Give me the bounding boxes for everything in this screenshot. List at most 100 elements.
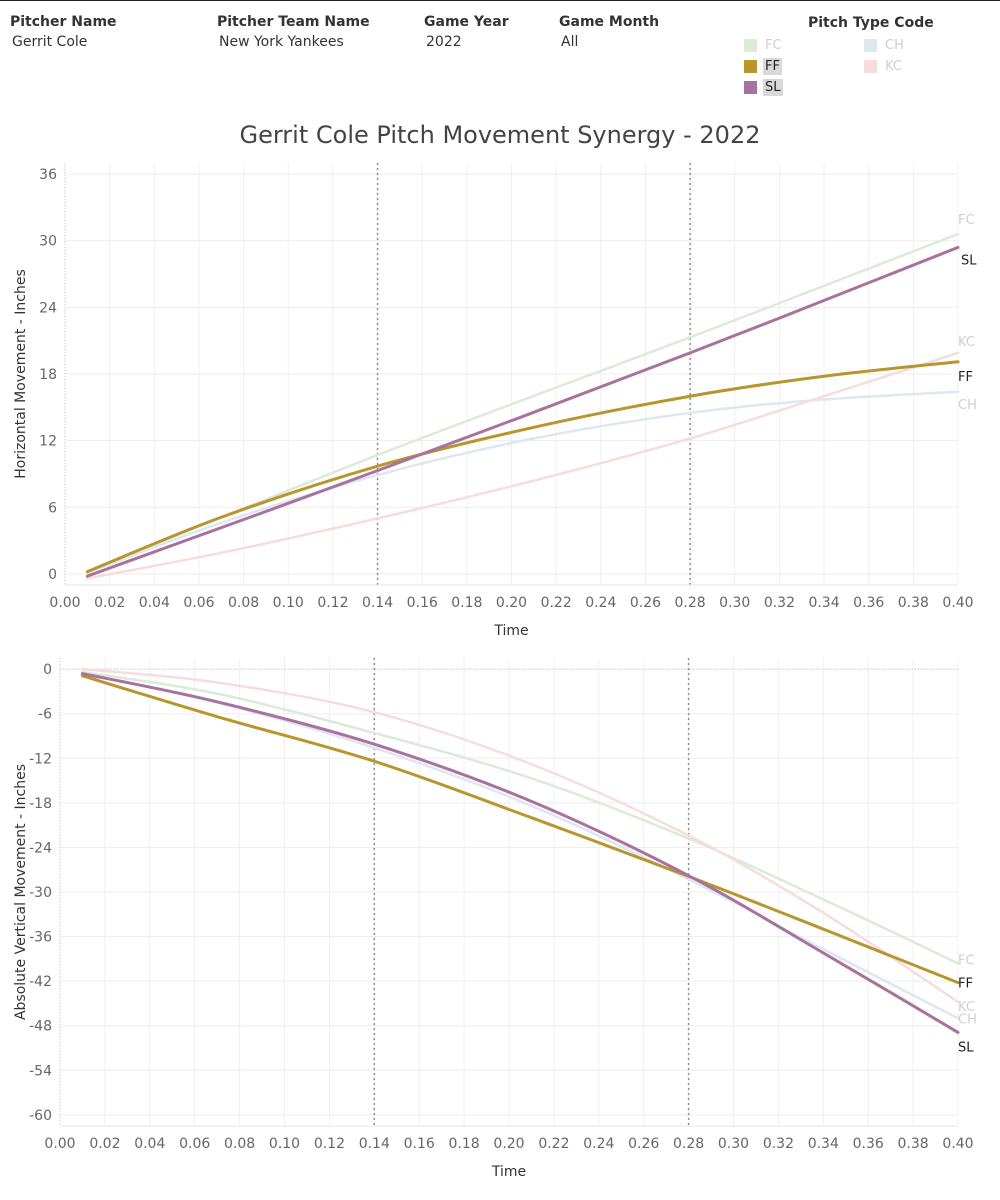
series-label-fc: FC xyxy=(958,953,975,968)
x-tick-label: 0.16 xyxy=(404,1136,435,1152)
legend-label: FF xyxy=(763,57,782,75)
legend-item-sl[interactable]: SL xyxy=(744,78,783,96)
series-label-sl: SL xyxy=(958,1040,974,1055)
x-tick-label: 0.28 xyxy=(673,1136,704,1152)
x-tick-label: 0.04 xyxy=(139,595,170,611)
x-tick-label: 0.12 xyxy=(317,595,348,611)
x-tick-label: 0.08 xyxy=(224,1136,255,1152)
filter-label: Game Year xyxy=(424,14,509,30)
filter-value[interactable]: New York Yankees xyxy=(219,34,344,50)
filter-value[interactable]: Gerrit Cole xyxy=(12,34,88,50)
y-axis-label: Absolute Vertical Movement - Inches xyxy=(13,764,29,1020)
x-tick-label: 0.24 xyxy=(583,1136,614,1152)
series-line-ff xyxy=(85,360,960,574)
x-tick-label: 0.00 xyxy=(44,1136,75,1152)
x-tick-label: 0.14 xyxy=(359,1136,390,1152)
x-tick-label: 0.08 xyxy=(228,595,259,611)
x-tick-label: 0.00 xyxy=(49,595,80,611)
filter-pitcher-team[interactable]: Pitcher Team Name New York Yankees xyxy=(217,14,370,50)
filter-label: Pitcher Name xyxy=(10,14,117,30)
legend-label: SL xyxy=(763,78,783,96)
x-tick-label: 0.34 xyxy=(808,1136,839,1152)
x-tick-label: 0.02 xyxy=(89,1136,120,1152)
chart-title: Gerrit Cole Pitch Movement Synergy - 202… xyxy=(239,121,761,149)
legend-label: FC xyxy=(765,37,782,53)
x-tick-label: 0.10 xyxy=(269,1136,300,1152)
legend-title: Pitch Type Code xyxy=(808,15,934,31)
y-tick-label: -30 xyxy=(29,885,52,901)
series-label-fc: FC xyxy=(958,213,975,228)
x-tick-label: 0.36 xyxy=(853,595,884,611)
series-label-sl: SL xyxy=(961,253,977,268)
y-tick-label: -6 xyxy=(38,707,52,723)
filter-label: Game Month xyxy=(559,14,660,30)
series-line-kc xyxy=(81,667,960,1004)
filter-value[interactable]: All xyxy=(561,34,579,50)
y-tick-label: -54 xyxy=(29,1063,52,1079)
filter-value[interactable]: 2022 xyxy=(426,34,462,50)
legend-label: CH xyxy=(885,37,904,53)
x-tick-label: 0.26 xyxy=(628,1136,659,1152)
x-tick-label: 0.18 xyxy=(449,1136,480,1152)
x-tick-label: 0.30 xyxy=(719,595,750,611)
legend-swatch xyxy=(744,59,757,73)
x-tick-label: 0.06 xyxy=(183,595,214,611)
x-tick-label: 0.20 xyxy=(496,595,527,611)
y-tick-label: 36 xyxy=(39,167,57,183)
y-tick-label: 0 xyxy=(48,567,57,583)
y-tick-label: 12 xyxy=(39,434,57,450)
y-tick-label: -42 xyxy=(29,974,52,990)
series-label-kc: KC xyxy=(958,1000,975,1015)
series-label-ff: FF xyxy=(958,977,973,992)
series-line-fc xyxy=(86,232,960,573)
x-tick-label: 0.40 xyxy=(942,1136,973,1152)
legend-label: KC xyxy=(885,58,902,74)
x-tick-label: 0.24 xyxy=(585,595,616,611)
top-border xyxy=(0,0,1000,1)
x-tick-label: 0.22 xyxy=(541,595,572,611)
x-tick-label: 0.38 xyxy=(898,1136,929,1152)
legend-swatch xyxy=(864,38,877,52)
y-tick-label: -48 xyxy=(29,1019,52,1035)
x-tick-label: 0.20 xyxy=(493,1136,524,1152)
series-line-kc xyxy=(86,351,960,580)
series-label-ff: FF xyxy=(958,370,973,385)
y-tick-label: -18 xyxy=(29,796,52,812)
x-tick-label: 0.14 xyxy=(362,595,393,611)
x-tick-label: 0.38 xyxy=(898,595,929,611)
y-tick-label: 0 xyxy=(43,662,52,678)
y-tick-label: -24 xyxy=(29,840,52,856)
legend-swatch xyxy=(864,59,877,73)
series-line-fc xyxy=(81,670,960,965)
series-line-ch xyxy=(81,672,960,1020)
legend-swatch xyxy=(744,80,757,94)
x-tick-label: 0.32 xyxy=(763,1136,794,1152)
y-tick-label: 24 xyxy=(39,300,57,316)
y-tick-label: -12 xyxy=(29,751,52,767)
x-tick-label: 0.06 xyxy=(179,1136,210,1152)
x-tick-label: 0.02 xyxy=(94,595,125,611)
filter-game-year[interactable]: Game Year 2022 xyxy=(424,14,509,50)
filter-pitcher-name[interactable]: Pitcher Name Gerrit Cole xyxy=(10,14,117,50)
filter-game-month[interactable]: Game Month All xyxy=(559,14,659,50)
legend-item-kc[interactable]: KC xyxy=(864,57,904,75)
y-tick-label: -60 xyxy=(29,1108,52,1124)
filter-label: Pitcher Team Name xyxy=(217,14,370,30)
x-tick-label: 0.32 xyxy=(764,595,795,611)
y-tick-label: 30 xyxy=(39,234,57,250)
x-tick-label: 0.22 xyxy=(538,1136,569,1152)
legend-item-fc[interactable]: FC xyxy=(744,36,784,54)
series-label-ch: CH xyxy=(958,1012,977,1027)
legend-item-ff[interactable]: FF xyxy=(744,57,782,75)
y-tick-label: -36 xyxy=(29,930,52,946)
legend-swatch xyxy=(744,38,757,52)
x-tick-label: 0.28 xyxy=(675,595,706,611)
legend-item-ch[interactable]: CH xyxy=(864,36,906,54)
x-axis-label: Time xyxy=(491,1164,526,1180)
series-line-sl xyxy=(80,672,960,1034)
series-label-kc: KC xyxy=(958,335,975,350)
x-tick-label: 0.26 xyxy=(630,595,661,611)
x-tick-label: 0.04 xyxy=(134,1136,165,1152)
y-axis-label: Horizontal Movement - Inches xyxy=(13,269,29,479)
